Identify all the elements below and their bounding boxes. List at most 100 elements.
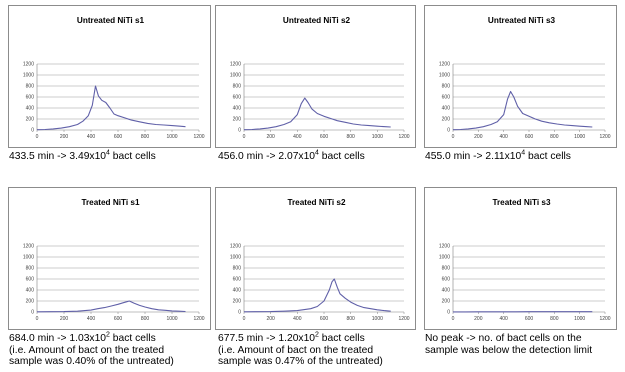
- caption-exponent: 2: [106, 331, 110, 339]
- y-tick-label: 200: [26, 117, 35, 123]
- chart-panel-6: Treated NiTi s3 0 200 400 600 800 1000 1200 0 200…: [424, 187, 617, 330]
- y-tick-label: 600: [26, 277, 35, 283]
- caption-result-line: 677.5 min -> 1.20x102 bact cells: [218, 331, 383, 345]
- chart-title: Untreated NiTi s3: [488, 16, 556, 25]
- caption-result-line: 684.0 min -> 1.03x102 bact cells: [9, 331, 174, 345]
- y-tick-label: 200: [26, 299, 35, 305]
- chart-svg-5: Treated NiTi s2 0 200 400 600 800 1000 1200 0 200…: [230, 198, 410, 322]
- x-tick-label: 1000: [574, 134, 585, 140]
- series-line: [36, 300, 186, 313]
- caption-value: 456.0 min -> 2.07x10: [218, 151, 316, 162]
- y-tick-label: 200: [442, 117, 451, 123]
- chart-svg-4: Treated NiTi s1 0 200 400 600 800 1000 1200 0 200…: [23, 198, 205, 322]
- y-tick-label: 800: [233, 266, 242, 272]
- chart-panel-3: Untreated NiTi s3 0 200 400 600 800 1000 1200 0 2…: [424, 5, 617, 148]
- x-tick-label: 0: [243, 134, 246, 140]
- caption-exponent: 2: [315, 331, 319, 339]
- series-line: [243, 278, 391, 313]
- x-tick-label: 600: [114, 316, 123, 322]
- chart-caption-2: 456.0 min -> 2.07x104 bact cells: [218, 149, 365, 163]
- x-tick-label: 200: [474, 134, 483, 140]
- caption-value: 677.5 min -> 1.20x10: [218, 333, 316, 344]
- x-tick-label: 600: [320, 134, 329, 140]
- series-line: [452, 90, 593, 131]
- y-tick-label: 400: [442, 106, 451, 112]
- chart-title: Untreated NiTi s1: [77, 16, 145, 25]
- x-tick-label: 1000: [372, 134, 383, 140]
- chart-svg-3: Untreated NiTi s3 0 200 400 600 800 1000 1200 0 2…: [439, 16, 611, 140]
- y-tick-label: 0: [31, 128, 34, 134]
- y-tick-label: 600: [233, 277, 242, 283]
- caption-result-line: No peak -> no. of bact cells on the: [425, 333, 592, 345]
- series-line: [243, 97, 391, 131]
- caption-exponent: 4: [521, 149, 526, 157]
- y-tick-label: 1000: [23, 73, 34, 79]
- chart-panel-1: Untreated NiTi s1 0 200 400 600 800 1000 1200 0 2…: [8, 5, 211, 148]
- y-tick-label: 400: [26, 288, 35, 294]
- y-tick-label: 800: [442, 84, 451, 90]
- x-tick-label: 0: [243, 316, 246, 322]
- y-tick-label: 0: [447, 128, 450, 134]
- x-tick-label: 1200: [599, 316, 610, 322]
- caption-exponent: 4: [315, 149, 319, 157]
- caption-note: (i.e. Amount of bact on the treated: [9, 344, 165, 356]
- y-tick-label: 1000: [230, 255, 241, 261]
- y-tick-label: 1000: [23, 255, 34, 261]
- x-tick-label: 600: [320, 316, 329, 322]
- caption-unit: bact cells: [109, 151, 156, 162]
- chart-caption-3: 455.0 min -> 2.11x104 bact cells: [425, 149, 571, 163]
- x-tick-label: 800: [346, 134, 355, 140]
- x-tick-label: 1200: [193, 316, 204, 322]
- x-tick-label: 600: [525, 316, 534, 322]
- x-tick-label: 400: [293, 316, 302, 322]
- caption-unit: bact cells: [525, 151, 571, 162]
- y-tick-label: 800: [26, 266, 35, 272]
- chart-panel-2: Untreated NiTi s2 0 200 400 600 800 1000 1200 0 2…: [215, 5, 416, 148]
- chart-caption-5: 677.5 min -> 1.20x102 bact cells (i.e. Am…: [218, 331, 383, 368]
- y-tick-label: 600: [26, 95, 35, 101]
- chart-title: Treated NiTi s3: [492, 198, 551, 207]
- chart-panel-4: Treated NiTi s1 0 200 400 600 800 1000 1200 0 200…: [8, 187, 211, 330]
- y-tick-label: 800: [233, 84, 242, 90]
- caption-value: 684.0 min -> 1.03x10: [9, 333, 107, 344]
- y-tick-label: 600: [442, 95, 451, 101]
- x-tick-label: 200: [266, 134, 275, 140]
- x-tick-label: 0: [36, 134, 39, 140]
- chart-caption-4: 684.0 min -> 1.03x102 bact cells (i.e. Am…: [9, 331, 174, 368]
- y-tick-label: 400: [233, 106, 242, 112]
- x-tick-label: 800: [346, 316, 355, 322]
- y-tick-label: 1200: [23, 244, 34, 250]
- x-tick-label: 1000: [372, 316, 383, 322]
- caption-value: 433.5 min -> 3.49x10: [9, 151, 107, 162]
- caption-note: (i.e. Amount of bact on the treated: [218, 344, 374, 356]
- chart-caption-1: 433.5 min -> 3.49x104 bact cells: [9, 149, 156, 163]
- caption-value: No peak -> no. of bact cells on the: [425, 333, 582, 344]
- x-tick-label: 0: [452, 316, 455, 322]
- caption-note: sample was 0.47% of the untreated): [218, 356, 383, 367]
- caption-unit: bact cells: [109, 333, 156, 344]
- x-tick-label: 0: [452, 134, 455, 140]
- x-tick-label: 400: [293, 134, 302, 140]
- chart-title: Treated NiTi s1: [81, 198, 140, 207]
- caption-value: 455.0 min -> 2.11x10: [425, 151, 522, 162]
- caption-exponent: 4: [106, 149, 110, 157]
- y-tick-label: 800: [442, 266, 451, 272]
- x-tick-label: 0: [36, 316, 39, 322]
- y-tick-label: 0: [31, 310, 34, 316]
- y-tick-label: 1200: [23, 62, 34, 68]
- x-tick-label: 1200: [398, 316, 409, 322]
- y-tick-label: 1200: [230, 62, 241, 68]
- caption-note: sample was below the detection limit: [425, 344, 593, 356]
- chart-svg-6: Treated NiTi s3 0 200 400 600 800 1000 1200 0 200…: [439, 198, 611, 322]
- x-tick-label: 800: [550, 316, 559, 322]
- caption-result-line: 455.0 min -> 2.11x104 bact cells: [425, 149, 571, 163]
- chart-title: Treated NiTi s2: [287, 198, 346, 207]
- x-tick-label: 200: [474, 316, 483, 322]
- y-tick-label: 1000: [230, 73, 241, 79]
- caption-result-line: 456.0 min -> 2.07x104 bact cells: [218, 149, 365, 163]
- caption-unit: bact cells: [318, 151, 365, 162]
- y-tick-label: 0: [238, 128, 241, 134]
- y-tick-label: 200: [233, 299, 242, 305]
- x-tick-label: 400: [87, 134, 96, 140]
- x-tick-label: 800: [141, 134, 150, 140]
